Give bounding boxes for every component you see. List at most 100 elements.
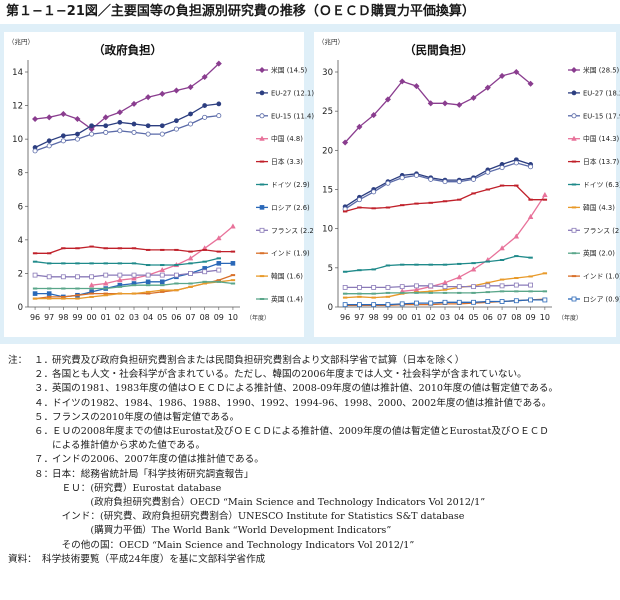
note-number: ４． xyxy=(34,397,54,409)
priv-legend-item-1: EU-27 (18.2) xyxy=(568,89,620,97)
gov-series-0-point-11 xyxy=(187,84,194,91)
priv-series-0-point-9 xyxy=(470,94,477,101)
priv-y-tick-label-2: 10 xyxy=(322,225,333,235)
gov-series-2-point-3 xyxy=(74,136,80,142)
gov-series-2-line xyxy=(34,114,219,152)
note-number: ３． xyxy=(34,383,54,395)
gov-series-7-point-10 xyxy=(173,272,179,278)
priv-series-7-point-13 xyxy=(528,282,534,288)
priv-series-10-point-9 xyxy=(471,299,476,305)
priv-series-10-point-8 xyxy=(456,299,462,305)
gov-series-0-point-3 xyxy=(74,115,81,123)
priv-series-10-point-11 xyxy=(499,299,505,304)
gov-series-1-point-4 xyxy=(89,123,94,129)
gov-series-2-point-7 xyxy=(131,129,137,135)
note-text: ドイツの1982、1984、1986、1988、1990、1992、1994-9… xyxy=(52,397,552,409)
gov-series-3-point-7 xyxy=(131,275,137,281)
gov-series-2-point-11 xyxy=(188,121,194,127)
note-line: (政府負担研究費割合）OECD “Main Science and Techno… xyxy=(8,496,616,510)
gov-series-1-point-7 xyxy=(131,121,137,127)
priv-series-7-point-4 xyxy=(399,284,405,290)
gov-series-7-point-13 xyxy=(216,267,222,273)
note-number: ７． xyxy=(34,454,54,466)
priv-legend-label-8: 英国 (2.0) xyxy=(583,249,615,258)
note-text: (購買力平価）The World Bank “World Development… xyxy=(52,525,392,537)
gov-legend-marker-0-point-0 xyxy=(258,66,266,74)
note-number: ８： xyxy=(34,468,54,480)
priv-series-10-point-5 xyxy=(414,300,419,306)
priv-series-7-point-9 xyxy=(471,284,476,290)
priv-series-8 xyxy=(342,290,548,295)
note-number: ５． xyxy=(34,411,54,423)
gov-x-tick-label-1: 97 xyxy=(44,313,54,322)
gov-y-tick-label-4: 8 xyxy=(18,169,23,179)
gov-x-tick-label-8: 04 xyxy=(143,313,153,322)
priv-series-3-point-8 xyxy=(456,274,463,280)
priv-legend-item-4: 日本 (13.7) xyxy=(568,157,620,166)
notes-section: 注： １．研究費及び政府負担研究費割合または民間負担研究費割合より文部科学省で試算… xyxy=(8,354,616,567)
gov-series-6-point-9 xyxy=(159,279,165,285)
gov-series-3-point-11 xyxy=(187,255,194,261)
gov-series-2-point-5 xyxy=(103,129,109,135)
note-number: ６． xyxy=(34,426,54,438)
gov-legend-label-2: EU-15 (11.4) xyxy=(271,112,314,120)
gov-x-tick-label-6: 02 xyxy=(115,313,125,322)
gov-legend-marker-3-point-0 xyxy=(259,135,265,141)
priv-legend-label-2: EU-15 (17.9) xyxy=(583,112,620,120)
priv-series-2-point-2 xyxy=(371,189,377,195)
priv-series-7-point-6 xyxy=(428,283,434,289)
gov-legend-label-4: 日本 (3.3) xyxy=(271,157,303,166)
gov-y-tick-label-2: 4 xyxy=(18,236,23,246)
priv-series-1-line xyxy=(344,159,531,208)
priv-legend-item-7: フランス (2.8) xyxy=(568,227,620,235)
priv-series-7-point-11 xyxy=(499,283,505,289)
note-line: ４．ドイツの1982、1984、1986、1988、1990、1992、1994… xyxy=(8,397,616,411)
gov-x-tick-label-9: 05 xyxy=(157,313,167,322)
priv-series-3-point-13 xyxy=(527,213,534,219)
gov-chart-title: （政府負担） xyxy=(93,43,162,57)
priv-series-0-point-1 xyxy=(356,123,363,130)
priv-series-7-point-0 xyxy=(342,285,348,290)
gov-series-0-line xyxy=(35,63,220,130)
gov-series-0-point-6 xyxy=(116,109,123,116)
note-text: 日本：総務省統計局「科学技術研究調査報告」 xyxy=(52,468,254,480)
gov-series-9 xyxy=(32,279,236,300)
priv-y-tick-label-0: 0 xyxy=(328,303,333,313)
priv-x-tick-label-9: 05 xyxy=(468,313,478,322)
gov-legend-label-8: インド (1.9) xyxy=(271,250,310,258)
priv-series-2-point-1 xyxy=(356,197,362,203)
priv-series-1 xyxy=(342,157,533,210)
priv-legend-item-3: 中国 (14.3) xyxy=(568,134,620,143)
gov-legend-item-0: 米国 (14.5) xyxy=(256,66,308,75)
priv-series-2-point-9 xyxy=(471,176,477,182)
gov-x-tick-label-2: 98 xyxy=(58,313,68,322)
priv-series-0-point-7 xyxy=(441,100,449,107)
priv-series-5 xyxy=(342,255,533,273)
chart-private: （民間負担） （兆円） 0 5 10 15 20 25 30 96 97 98 99 00 01 02 03 04… xyxy=(314,32,620,337)
priv-y-tick-label-3: 15 xyxy=(322,186,333,196)
priv-series-10-point-4 xyxy=(399,301,405,307)
note-line: インド：(研究費、政府負担研究費割合）UNESCO Institute for … xyxy=(8,510,616,524)
gov-x-tick-label-7: 03 xyxy=(129,313,139,322)
priv-series-3-point-11 xyxy=(499,245,505,251)
chart-government: （政府負担） （兆円） 0 2 4 6 8 10 12 14 96 97 98 99 00 01 02 03 04 0… xyxy=(4,32,317,337)
gov-y-unit-label: （兆円） xyxy=(8,37,34,46)
gov-x-unit-label: （年度） xyxy=(246,314,270,322)
priv-series-4 xyxy=(342,184,548,213)
gov-series-6-point-1 xyxy=(46,291,52,296)
priv-legend-marker-0-point-0 xyxy=(570,66,578,74)
gov-series-2-point-6 xyxy=(117,128,123,134)
priv-x-tick-label-2: 98 xyxy=(369,313,379,322)
gov-y-tick-label-1: 2 xyxy=(18,269,23,279)
gov-series-2-point-4 xyxy=(89,131,95,137)
priv-x-tick-label-0: 96 xyxy=(340,313,350,322)
note-head: 注： xyxy=(8,355,28,366)
note-line: ６．ＥＵの2008年度までの値はEurostat及びＯＥＣＤによる推計値、200… xyxy=(8,425,616,439)
gov-y-tick-label-7: 14 xyxy=(12,68,23,78)
priv-series-2-point-3 xyxy=(385,180,391,186)
priv-series-7-point-10 xyxy=(485,283,491,289)
gov-series-2-point-10 xyxy=(173,126,179,132)
gov-series-6-point-13 xyxy=(216,261,222,266)
gov-series-0 xyxy=(32,60,222,133)
gov-legend-label-7: フランス (2.2) xyxy=(271,227,317,235)
